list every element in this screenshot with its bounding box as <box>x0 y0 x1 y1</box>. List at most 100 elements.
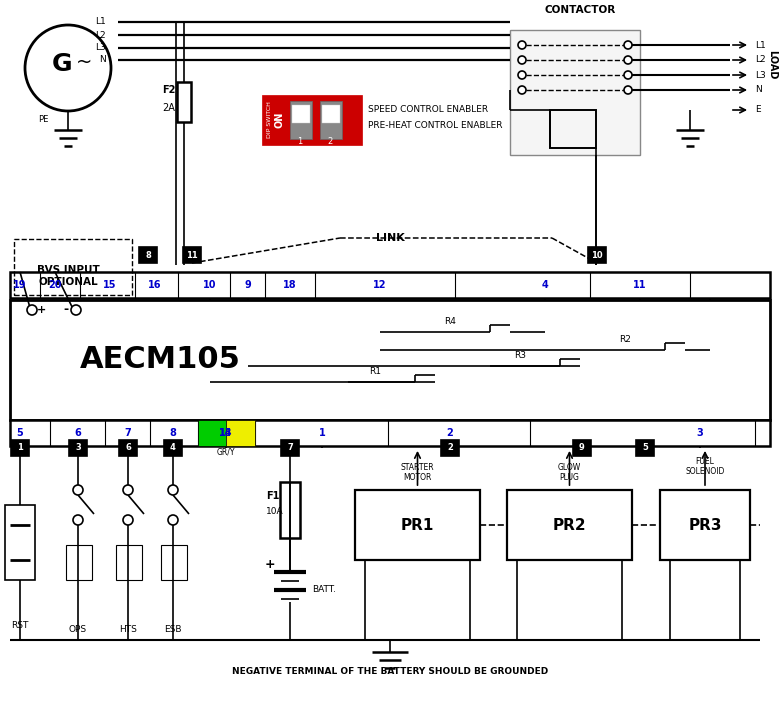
Text: STARTER: STARTER <box>400 463 435 472</box>
Text: F1: F1 <box>266 491 280 501</box>
Text: N: N <box>755 86 762 95</box>
Text: SPEED CONTROL ENABLER: SPEED CONTROL ENABLER <box>368 105 488 114</box>
Text: HTS: HTS <box>119 625 137 635</box>
Bar <box>573 440 591 456</box>
Text: GR/Y: GR/Y <box>217 447 235 456</box>
Text: 10A: 10A <box>266 508 284 517</box>
Text: 1: 1 <box>17 444 23 453</box>
Bar <box>280 482 300 538</box>
Text: N: N <box>99 55 106 65</box>
Circle shape <box>73 515 83 525</box>
Text: F2: F2 <box>162 85 175 95</box>
Text: R2: R2 <box>619 336 631 345</box>
Text: 8: 8 <box>170 428 176 438</box>
Bar <box>290 101 312 139</box>
Text: L2: L2 <box>95 30 106 39</box>
Text: 4: 4 <box>170 444 176 453</box>
Text: 3: 3 <box>696 428 703 438</box>
Text: +: + <box>37 305 47 315</box>
Text: 6: 6 <box>75 428 81 438</box>
Text: OPS: OPS <box>69 625 87 635</box>
Circle shape <box>518 56 526 64</box>
Text: L1: L1 <box>755 41 766 50</box>
Text: 7: 7 <box>125 428 132 438</box>
Text: 5: 5 <box>16 428 23 438</box>
Text: ON: ON <box>275 112 285 128</box>
Text: 9: 9 <box>245 280 252 290</box>
Bar <box>116 545 142 580</box>
Text: 6: 6 <box>125 444 131 453</box>
Bar <box>119 440 137 456</box>
Circle shape <box>123 485 133 495</box>
Bar <box>281 440 299 456</box>
Bar <box>66 545 92 580</box>
Bar <box>588 247 606 263</box>
Circle shape <box>624 86 632 94</box>
Text: 9: 9 <box>579 444 585 453</box>
Text: R3: R3 <box>514 352 526 361</box>
Text: PR2: PR2 <box>552 517 587 533</box>
Text: +: + <box>265 557 275 571</box>
Bar <box>5 505 35 580</box>
Text: L1: L1 <box>95 18 106 27</box>
Text: L3: L3 <box>95 44 106 53</box>
Text: 11: 11 <box>186 251 198 260</box>
Text: SOLENOID: SOLENOID <box>686 468 724 477</box>
Text: BVS INPUT: BVS INPUT <box>37 265 100 275</box>
Bar <box>660 490 750 560</box>
Bar <box>636 440 654 456</box>
Circle shape <box>168 485 178 495</box>
Bar <box>226 420 255 446</box>
Bar <box>10 420 770 446</box>
Text: PE: PE <box>38 116 48 124</box>
Text: PR3: PR3 <box>689 517 722 533</box>
Text: CONTACTOR: CONTACTOR <box>545 5 615 15</box>
Bar <box>355 490 480 560</box>
Text: LOAD: LOAD <box>767 51 777 80</box>
Circle shape <box>624 56 632 64</box>
Bar <box>322 105 340 123</box>
Bar <box>11 440 29 456</box>
Circle shape <box>624 41 632 49</box>
Circle shape <box>624 71 632 79</box>
Text: 10: 10 <box>591 251 603 260</box>
Text: R1: R1 <box>369 368 381 376</box>
Circle shape <box>518 86 526 94</box>
Text: LINK: LINK <box>375 233 404 243</box>
Text: 15: 15 <box>104 280 117 290</box>
Text: 13: 13 <box>219 428 233 438</box>
Text: 2: 2 <box>446 428 453 438</box>
Bar <box>320 101 342 139</box>
Text: GLOW: GLOW <box>558 463 581 472</box>
Circle shape <box>73 485 83 495</box>
Text: AECM105: AECM105 <box>80 345 241 374</box>
Circle shape <box>123 515 133 525</box>
Text: -: - <box>63 303 69 317</box>
Circle shape <box>71 305 81 315</box>
Text: 19: 19 <box>13 280 26 290</box>
Bar <box>441 440 459 456</box>
Text: NEGATIVE TERMINAL OF THE BATTERY SHOULD BE GROUNDED: NEGATIVE TERMINAL OF THE BATTERY SHOULD … <box>232 668 548 677</box>
Text: 11: 11 <box>633 280 647 290</box>
Bar <box>69 440 87 456</box>
Bar <box>161 545 187 580</box>
Bar <box>14 239 132 295</box>
Bar <box>292 105 310 123</box>
Text: RST: RST <box>12 621 29 630</box>
Text: ~: ~ <box>76 53 92 72</box>
Bar <box>198 420 226 446</box>
Text: DIP SWITCH: DIP SWITCH <box>267 102 273 138</box>
Bar <box>507 490 632 560</box>
Circle shape <box>27 305 37 315</box>
Text: 1: 1 <box>319 428 326 438</box>
Text: 4: 4 <box>541 280 548 290</box>
Text: 2A: 2A <box>162 103 174 113</box>
Text: L3: L3 <box>755 70 766 79</box>
Text: E: E <box>755 105 760 114</box>
Text: 8: 8 <box>145 251 151 260</box>
Text: 14: 14 <box>219 428 233 438</box>
Text: G: G <box>51 52 72 76</box>
Text: ESB: ESB <box>164 625 182 635</box>
Text: 12: 12 <box>373 280 386 290</box>
Text: 2: 2 <box>447 444 453 453</box>
